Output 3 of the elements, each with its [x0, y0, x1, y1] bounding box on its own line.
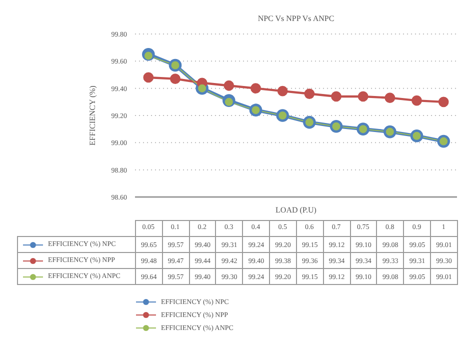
y-axis-title: EFFICIENCY (%) — [88, 85, 97, 146]
x-axis-title: LOAD (P.U) — [276, 206, 317, 215]
chart-title: NPC Vs NPP Vs ANPC — [256, 14, 336, 23]
